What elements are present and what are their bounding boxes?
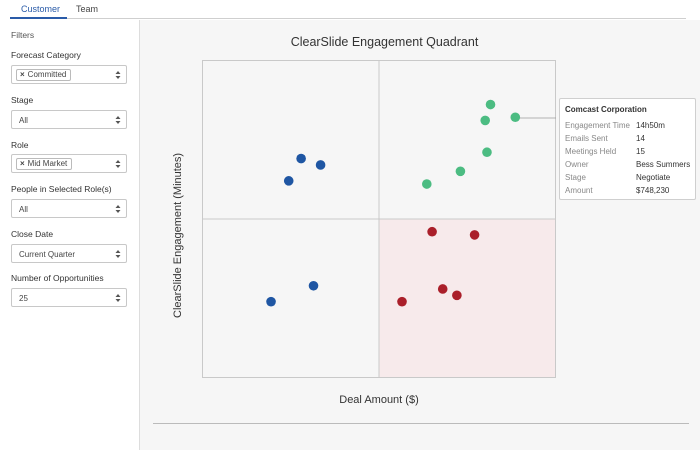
y-axis-label: ClearSlide Engagement (Minutes) (172, 152, 184, 318)
scatter-point-red-4[interactable] (397, 296, 407, 307)
close-date-select[interactable]: Current Quarter (11, 244, 127, 263)
scatter-point-blue-2[interactable] (283, 176, 294, 186)
tooltip-title: Comcast Corporation (565, 105, 647, 114)
scatter-point-green-3[interactable] (482, 147, 492, 158)
role-tag[interactable]: × Mid Market (16, 158, 73, 170)
scatter-point-blue-4[interactable] (266, 296, 276, 307)
tooltip-value: 15 (636, 147, 645, 156)
stage-select[interactable]: All (11, 110, 127, 129)
num-opportunities-select[interactable]: 25 (11, 288, 127, 307)
people-select[interactable]: All (11, 199, 127, 218)
scatter-point-red-0[interactable] (427, 226, 437, 237)
forecast-category-select[interactable]: × Committed (11, 65, 127, 84)
select-arrows-icon (115, 71, 121, 79)
scatter-point-red-3[interactable] (452, 290, 462, 301)
tooltip-key: Engagement Time (565, 121, 630, 130)
tooltip-value: Negotiate (636, 173, 671, 182)
filters-title: Filters (11, 30, 35, 40)
select-arrows-icon (115, 294, 121, 302)
tab-customer[interactable]: Customer (21, 4, 61, 14)
tooltip-value: 14 (636, 134, 645, 143)
deal-tooltip: Comcast Corporation Engagement Time 14h5… (559, 98, 696, 200)
highlight-quadrant (379, 219, 555, 377)
tab-bar: Customer Team (0, 0, 700, 20)
x-axis-label: Deal Amount ($) (339, 394, 419, 406)
scatter-point-green-1[interactable] (480, 115, 491, 126)
tooltip-key: Amount (565, 186, 593, 195)
select-arrows-icon (115, 116, 121, 124)
scatter-point-blue-3[interactable] (308, 280, 319, 291)
role-tag-label: Mid Market (27, 159, 68, 168)
tooltip-key: Stage (565, 173, 586, 182)
forecast-category-tag-label: Committed (27, 70, 67, 79)
scatter-point-green-2[interactable] (510, 112, 521, 123)
num-opportunities-value: 25 (19, 294, 28, 303)
scatter-point-red-1[interactable] (469, 230, 480, 240)
bottom-divider (153, 423, 689, 424)
stage-label: Stage (11, 95, 34, 105)
chart-title: ClearSlide Engagement Quadrant (290, 35, 479, 49)
tab-team[interactable]: Team (76, 4, 99, 14)
scatter-point-green-0[interactable] (485, 99, 496, 110)
role-label: Role (11, 140, 29, 150)
close-date-label: Close Date (11, 229, 54, 239)
chart-area: ClearSlide Engagement Quadrant ClearSlid… (141, 20, 700, 450)
scatter-point-red-2[interactable] (437, 284, 448, 294)
num-opportunities-label: Number of Opportunities (11, 273, 104, 283)
tooltip-key: Owner (565, 160, 589, 169)
tab-bar-divider (10, 18, 686, 19)
people-label: People in Selected Role(s) (11, 184, 112, 194)
close-date-value: Current Quarter (19, 250, 76, 259)
people-value: All (19, 205, 28, 214)
scatter-point-blue-0[interactable] (296, 153, 306, 164)
tooltip-key: Meetings Held (565, 147, 617, 156)
scatter-point-green-5[interactable] (421, 179, 432, 189)
forecast-category-label: Forecast Category (11, 50, 81, 60)
role-select[interactable]: × Mid Market (11, 154, 127, 173)
select-arrows-icon (115, 250, 121, 258)
remove-tag-icon[interactable]: × (20, 159, 25, 168)
quadrant-plot (202, 60, 556, 378)
tooltip-value: Bess Summers (636, 160, 691, 169)
tooltip-value: $748,230 (636, 186, 670, 195)
remove-tag-icon[interactable]: × (20, 70, 25, 79)
select-arrows-icon (115, 160, 121, 168)
tooltip-key: Emails Sent (565, 134, 608, 143)
filters-sidebar: Filters Forecast Category × Committed Sta… (0, 20, 140, 450)
scatter-point-blue-1[interactable] (315, 160, 326, 170)
select-arrows-icon (115, 205, 121, 213)
tooltip-value: 14h50m (636, 121, 665, 130)
active-tab-indicator (10, 17, 67, 19)
forecast-category-tag[interactable]: × Committed (16, 69, 72, 81)
stage-value: All (19, 116, 28, 125)
scatter-point-green-4[interactable] (455, 166, 466, 177)
